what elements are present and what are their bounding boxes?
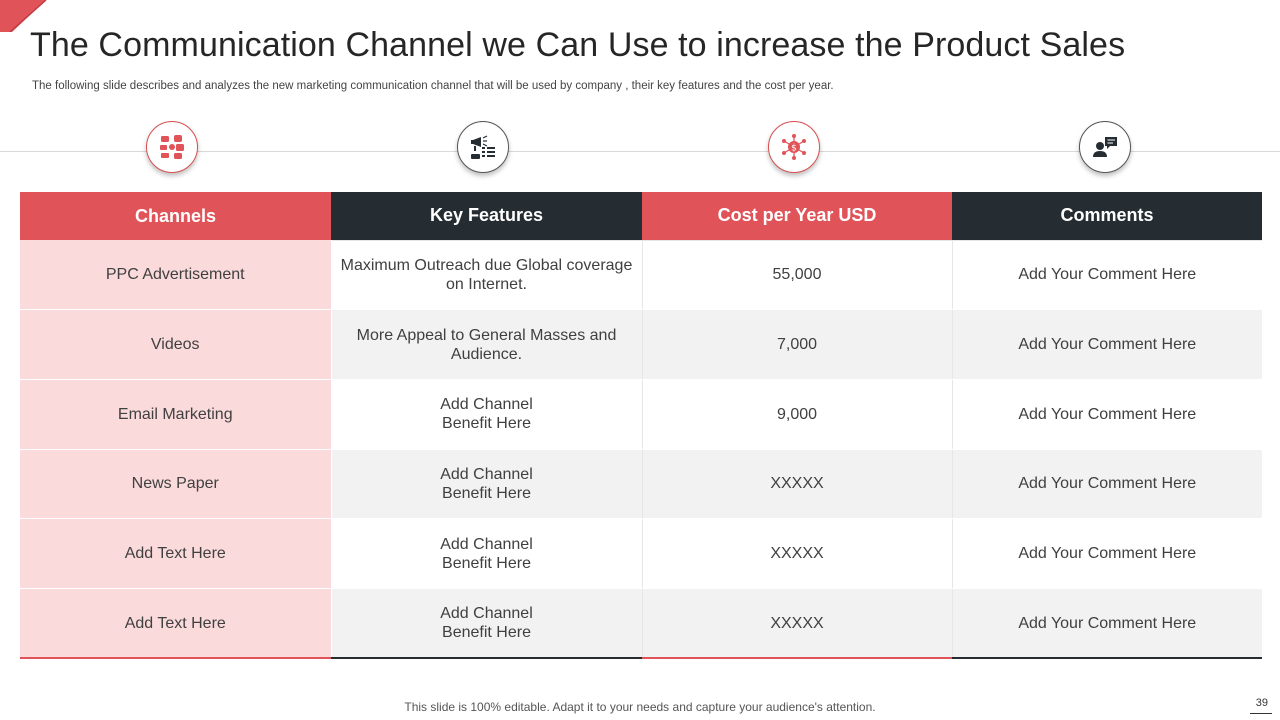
comment-cell: Add Your Comment Here <box>952 518 1262 589</box>
feature-cell: More Appeal to General Masses and Audien… <box>331 309 643 380</box>
page-subtitle: The following slide describes and analyz… <box>32 80 834 92</box>
header-cost: Cost per Year USD <box>642 192 952 240</box>
header-channels: Channels <box>20 192 331 240</box>
comment-cell: Add Your Comment Here <box>952 239 1262 311</box>
table-row: Email Marketing Add Channel Benefit Here… <box>20 378 1262 450</box>
table-bottom-accent-red <box>642 657 952 659</box>
social-media-icon <box>146 121 198 173</box>
cost-cell: XXXXX <box>642 518 953 589</box>
divider-line <box>0 151 1280 152</box>
channel-cell: Videos <box>20 309 332 380</box>
table-bottom-accent-dark <box>331 657 642 659</box>
channel-cell: News Paper <box>20 449 332 520</box>
channels-table: Channels Key Features Cost per Year USD … <box>20 192 1262 659</box>
page-number: 39 <box>1255 697 1268 709</box>
feature-cell: Maximum Outreach due Global coverage on … <box>331 239 643 311</box>
channel-cell: PPC Advertisement <box>20 240 332 311</box>
money-network-icon: $ <box>768 121 820 173</box>
comment-cell: Add Your Comment Here <box>952 309 1262 380</box>
megaphone-checklist-icon <box>457 121 509 173</box>
page-number-underline <box>1250 713 1272 714</box>
cost-cell: 55,000 <box>642 239 953 311</box>
table-row: News Paper Add Channel Benefit Here XXXX… <box>20 449 1262 520</box>
svg-text:$: $ <box>791 144 797 154</box>
header-key-features: Key Features <box>331 192 642 240</box>
corner-decoration <box>0 0 47 32</box>
cost-cell: XXXXX <box>642 588 953 659</box>
cost-cell: 9,000 <box>642 378 953 450</box>
table-row: PPC Advertisement Maximum Outreach due G… <box>20 239 1262 311</box>
cost-cell: 7,000 <box>642 309 953 380</box>
channel-cell: Add Text Here <box>20 588 332 659</box>
table-row: Add Text Here Add Channel Benefit Here X… <box>20 518 1262 589</box>
feature-cell: Add Channel Benefit Here <box>331 378 643 450</box>
table-bottom-accent-dark <box>952 657 1262 659</box>
comment-cell: Add Your Comment Here <box>952 449 1262 520</box>
comment-cell: Add Your Comment Here <box>952 588 1262 659</box>
feature-cell: Add Channel Benefit Here <box>331 449 643 520</box>
channel-cell: Email Marketing <box>20 379 332 450</box>
comment-cell: Add Your Comment Here <box>952 378 1262 450</box>
page-title: The Communication Channel we Can Use to … <box>30 26 1126 64</box>
table-row: Add Text Here Add Channel Benefit Here X… <box>20 588 1262 659</box>
feature-cell: Add Channel Benefit Here <box>331 518 643 589</box>
user-chat-icon <box>1079 121 1131 173</box>
header-comments: Comments <box>952 192 1262 240</box>
table-bottom-accent-red <box>20 657 331 659</box>
feature-cell: Add Channel Benefit Here <box>331 588 643 659</box>
cost-cell: XXXXX <box>642 449 953 520</box>
table-row: Videos More Appeal to General Masses and… <box>20 309 1262 380</box>
table-header-row: Channels Key Features Cost per Year USD … <box>20 192 1262 240</box>
footer-note: This slide is 100% editable. Adapt it to… <box>404 700 876 714</box>
channel-cell: Add Text Here <box>20 518 332 589</box>
